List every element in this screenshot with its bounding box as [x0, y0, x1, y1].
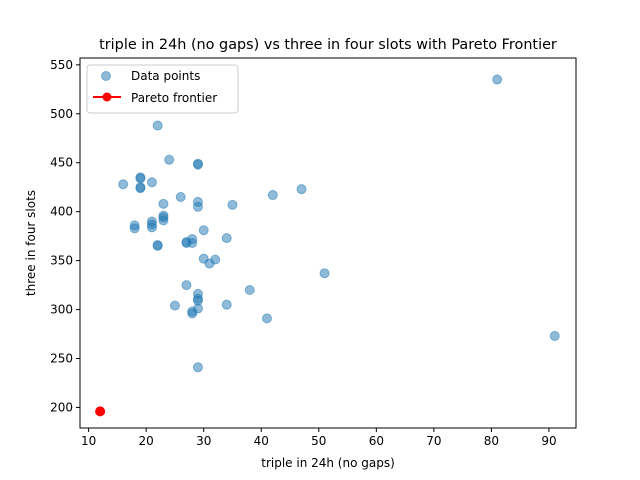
- data-point: [164, 154, 175, 165]
- data-point: [118, 179, 129, 190]
- data-point: [244, 284, 255, 295]
- data-point: [549, 330, 560, 341]
- y-tick-label: 550: [50, 58, 73, 72]
- x-axis-ticks: 10 20 30 40 50 60 70 80 90: [81, 428, 557, 448]
- data-point: [158, 198, 169, 209]
- x-axis-label: triple in 24h (no gaps): [261, 456, 395, 470]
- y-tick-label: 350: [50, 254, 73, 268]
- data-point: [169, 300, 180, 311]
- x-tick-label: 20: [139, 434, 154, 448]
- data-point: [262, 313, 273, 324]
- data-point: [227, 199, 238, 210]
- data-point: [192, 362, 203, 373]
- data-point: [175, 191, 186, 202]
- data-point: [221, 233, 232, 244]
- data-point: [129, 223, 140, 234]
- data-point: [192, 201, 203, 212]
- legend-box: [86, 64, 239, 114]
- y-tick-label: 250: [50, 352, 73, 366]
- data-point: [152, 120, 163, 131]
- data-point: [319, 268, 330, 279]
- data-point: [135, 183, 146, 194]
- data-point: [296, 184, 307, 195]
- legend: Data points Pareto frontier: [86, 64, 239, 114]
- data-point: [192, 159, 203, 170]
- y-tick-label: 400: [50, 205, 73, 219]
- x-tick-label: 10: [81, 434, 96, 448]
- y-tick-label: 500: [50, 107, 73, 121]
- data-point: [146, 222, 157, 233]
- data-point: [187, 308, 198, 319]
- x-tick-label: 50: [311, 434, 326, 448]
- data-point: [267, 190, 278, 201]
- data-point: [198, 225, 209, 236]
- data-point: [204, 258, 215, 269]
- plot-area: [95, 74, 560, 417]
- legend-marker-pareto-frontier: [102, 92, 112, 102]
- x-tick-label: 40: [254, 434, 269, 448]
- data-point: [181, 238, 192, 248]
- x-tick-label: 60: [369, 434, 384, 448]
- x-tick-label: 90: [541, 434, 556, 448]
- y-tick-label: 200: [50, 400, 73, 414]
- data-point: [146, 177, 157, 188]
- data-point: [221, 299, 232, 310]
- y-axis-ticks: 200 250 300 350 400 450 500 550: [50, 58, 80, 414]
- y-tick-label: 450: [50, 156, 73, 170]
- data-point: [492, 74, 503, 85]
- y-axis-label: three in four slots: [24, 190, 38, 296]
- data-point: [152, 240, 163, 251]
- axes-frame: [79, 57, 577, 429]
- data-point: [135, 173, 146, 184]
- pareto-frontier-point: [95, 406, 106, 417]
- x-tick-label: 80: [484, 434, 499, 448]
- x-tick-label: 70: [426, 434, 441, 448]
- x-tick-label: 30: [196, 434, 211, 448]
- legend-marker-data-points: [101, 71, 111, 81]
- chart-title: triple in 24h (no gaps) vs three in four…: [99, 37, 557, 53]
- legend-label-pareto-frontier: Pareto frontier: [131, 91, 217, 105]
- legend-label-data-points: Data points: [131, 69, 200, 83]
- data-point: [158, 215, 169, 226]
- data-point: [181, 280, 192, 291]
- y-tick-label: 300: [50, 303, 73, 317]
